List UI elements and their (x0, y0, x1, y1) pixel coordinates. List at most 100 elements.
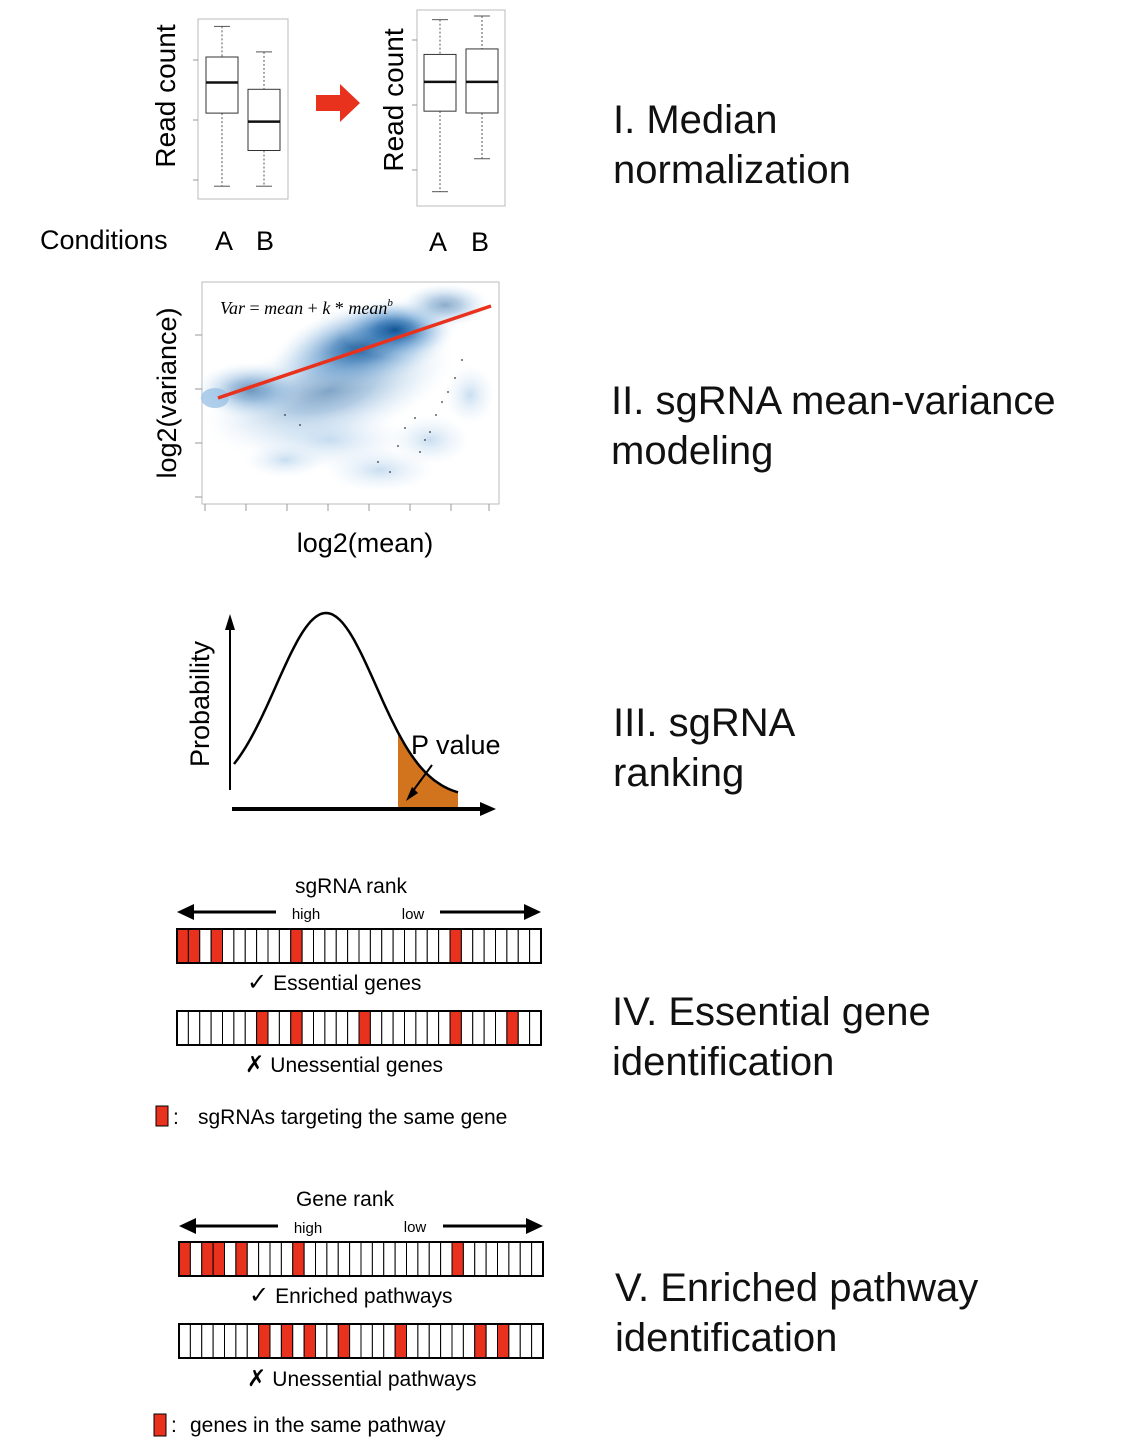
boxplot-frame-before (197, 18, 289, 200)
condition-a-before: A (215, 226, 233, 256)
rank-cell (301, 928, 315, 964)
rank-bar-outline (176, 928, 542, 964)
distribution-curve (233, 611, 459, 794)
rank-cell (506, 928, 519, 964)
rank-cell (451, 1323, 464, 1359)
rank-cell (426, 1010, 440, 1046)
normalization-arrow-icon (316, 84, 360, 122)
rank-cell (335, 928, 349, 964)
rank-cell (497, 1241, 510, 1277)
rank-cell (392, 928, 406, 964)
rank-cell (428, 1323, 442, 1359)
step-3-title-line1: III. sgRNA (613, 701, 796, 745)
step-5-title-line1: V. Enriched pathway (615, 1266, 979, 1310)
rank-cell-highlighted (303, 1323, 317, 1359)
fit-line (217, 304, 492, 400)
legend-swatch (153, 1413, 167, 1437)
rank-cell (256, 928, 269, 964)
step-1-median-normalization: Read count Read count Conditions A B A B (40, 9, 506, 257)
sgrna-legend-text: sgRNAs targeting the same gene (198, 1106, 507, 1129)
step-2-title-line1: II. sgRNA mean-variance (611, 379, 1056, 423)
essential-genes-rank-bar (176, 928, 542, 964)
high-label: high (292, 906, 320, 923)
rank-cell (324, 1010, 337, 1046)
p-value-label: P value (411, 730, 501, 760)
rank-cell (406, 1323, 419, 1359)
rank-cell (349, 1241, 362, 1277)
rank-cell (201, 1323, 214, 1359)
rank-cell (301, 1010, 315, 1046)
rank-cell (199, 1010, 212, 1046)
rank-cell (303, 1241, 317, 1277)
rank-cell (392, 1010, 406, 1046)
mean-variance-formula: Var = mean + k * meanb (220, 297, 393, 318)
rank-cell (460, 1010, 474, 1046)
boxplot-a (205, 25, 239, 187)
enriched-pathways-rank-bar (178, 1241, 544, 1277)
rank-cell (472, 1010, 485, 1046)
rank-bar-outline (178, 1323, 544, 1359)
step-2-title-line2: modeling (611, 429, 774, 473)
conditions-label: Conditions (40, 225, 168, 255)
rank-cell-highlighted (292, 1241, 305, 1277)
rank-cell (462, 1323, 476, 1359)
step-2-mean-variance-modeling: log2(variance) (152, 281, 500, 558)
rank-cell (313, 928, 326, 964)
rank-cell (404, 1010, 417, 1046)
condition-b-after: B (471, 227, 489, 257)
boxplot-before (193, 25, 281, 187)
unessential-pathways-rank-bar (178, 1323, 544, 1359)
rank-cell (233, 928, 246, 964)
outlier-points (284, 359, 463, 473)
rank-cell (358, 928, 371, 964)
rank-cell (406, 1241, 419, 1277)
rank-cell (428, 1241, 442, 1277)
rank-cell-highlighted (290, 1010, 303, 1046)
rank-cell (267, 928, 280, 964)
rank-cell (369, 1010, 383, 1046)
unessential-pathways-label: ✗ Unessential pathways (247, 1366, 477, 1392)
check-icon: ✓ (249, 1281, 269, 1309)
rank-cell (189, 1241, 203, 1277)
boxplot-a (423, 19, 457, 193)
rank-cell (315, 1241, 328, 1277)
read-count-label-right: Read count (378, 28, 409, 171)
rank-arrow-left-icon (177, 904, 194, 920)
cross-icon: ✗ (245, 1052, 264, 1078)
step-3-sgrna-ranking: Probability P value (185, 611, 501, 816)
step-3-title: III. sgRNA ranking (613, 698, 795, 798)
rank-cell (335, 1010, 349, 1046)
rank-cell (438, 928, 451, 964)
rank-cell (258, 1241, 271, 1277)
rank-cell (531, 1241, 544, 1277)
rank-cell (381, 928, 394, 964)
rank-cell (415, 928, 428, 964)
rank-cell (369, 928, 383, 964)
x-axis-arrow-icon (480, 802, 496, 816)
rank-cell (404, 928, 417, 964)
rank-cell (531, 1323, 544, 1359)
log2-mean-label: log2(mean) (297, 528, 434, 558)
read-count-label-left: Read count (150, 24, 181, 167)
step-4-title: IV. Essential gene identification (612, 987, 931, 1087)
rank-cell-highlighted (210, 928, 224, 964)
rank-cell-highlighted (256, 1010, 269, 1046)
rank-cell (474, 1241, 487, 1277)
rank-cell (508, 1241, 521, 1277)
rank-cell (371, 1323, 385, 1359)
rank-cell (212, 1323, 226, 1359)
gene-rank-title: Gene rank (296, 1188, 395, 1211)
rank-cell (178, 1323, 191, 1359)
step-1-title-line1: I. Median (613, 98, 778, 142)
rank-cell-highlighted (187, 928, 201, 964)
legend-colon: : (171, 1414, 177, 1437)
rank-cell-highlighted (212, 1241, 226, 1277)
step-2-title: II. sgRNA mean-variance modeling (611, 376, 1056, 476)
low-label: low (402, 906, 425, 923)
rank-cell-highlighted (290, 928, 303, 964)
rank-cell-highlighted (497, 1323, 510, 1359)
y-axis-arrow-icon (225, 614, 235, 630)
rank-cell (189, 1323, 203, 1359)
rank-cell (224, 1241, 237, 1277)
rank-cell (462, 1241, 476, 1277)
